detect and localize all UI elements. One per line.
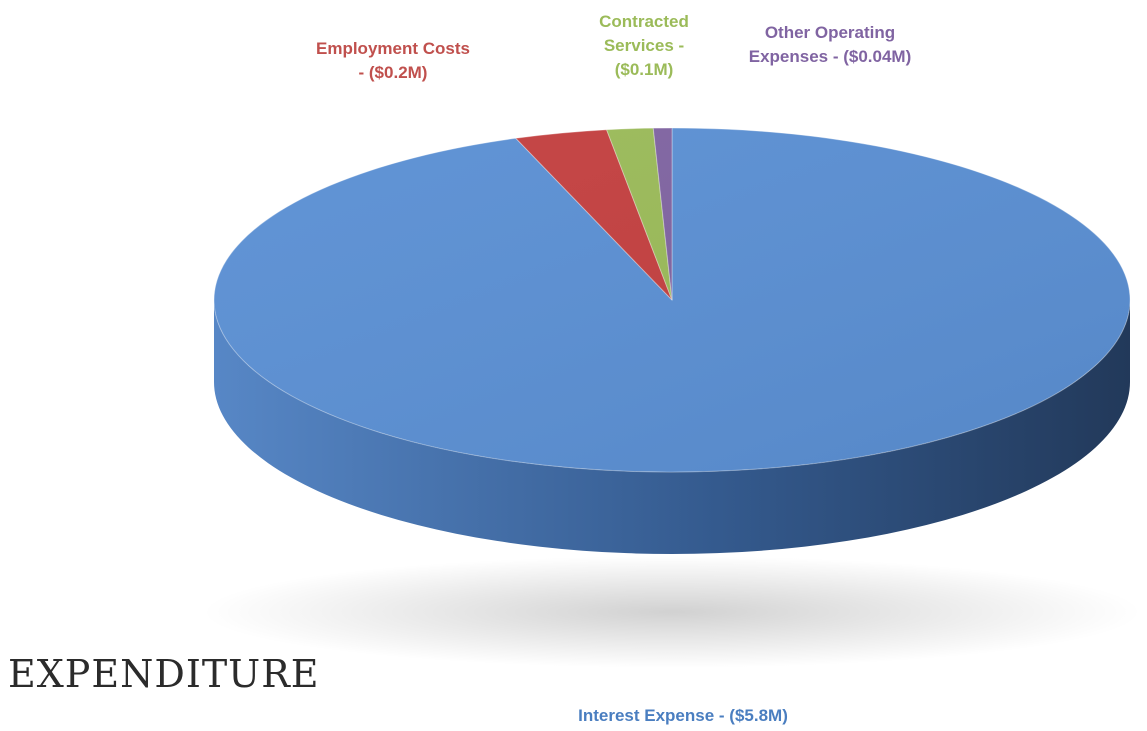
slice-label-employment-costs: Employment Costs - ($0.2M)	[316, 39, 470, 82]
pie-side-wall-face	[214, 300, 1130, 554]
pie-side-wall	[214, 300, 1130, 554]
slice-label-other-operating-expenses: Other Operating Expenses - ($0.04M)	[749, 23, 912, 66]
slice-label-contracted-services: Contracted Services -($0.1M)	[599, 12, 689, 79]
pie-top-shading	[214, 128, 1130, 472]
pie-top-face	[213, 127, 1131, 473]
page-heading: EXPENDITURE	[8, 652, 320, 696]
slice-label-interest-expense: Interest Expense - ($5.8M)	[578, 706, 788, 725]
pie-labels: Interest Expense - ($5.8M) Employment Cos…	[316, 12, 911, 725]
